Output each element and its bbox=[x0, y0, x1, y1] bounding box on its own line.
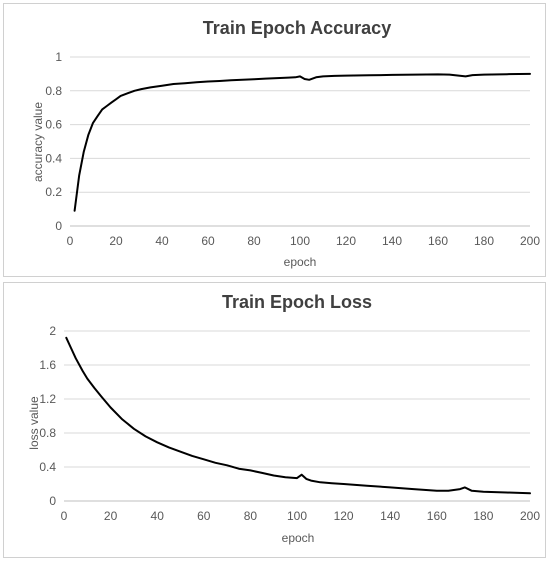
accuracy-y-tick-label: 1 bbox=[55, 50, 62, 64]
accuracy-x-tick-label: 160 bbox=[428, 234, 448, 248]
loss-x-tick-label: 60 bbox=[197, 509, 211, 523]
accuracy-y-tick-label: 0.2 bbox=[45, 185, 62, 199]
loss-chart: Train Epoch Loss loss value epoch 0 0.4 0.… bbox=[27, 292, 540, 545]
accuracy-x-tick-label: 140 bbox=[382, 234, 402, 248]
accuracy-chart: Train Epoch Accuracy accuracy value epoc… bbox=[31, 18, 540, 269]
loss-x-tick-label: 40 bbox=[151, 509, 165, 523]
accuracy-series-line bbox=[73, 72, 531, 212]
loss-y-axis-label: loss value bbox=[27, 396, 41, 450]
loss-series-line bbox=[65, 336, 531, 495]
accuracy-x-tick-label: 200 bbox=[520, 234, 540, 248]
accuracy-x-tick-label: 20 bbox=[109, 234, 123, 248]
loss-chart-panel: Train Epoch Loss loss value epoch 0 0.4 0.… bbox=[3, 282, 546, 558]
loss-y-tick-label: 0.8 bbox=[39, 426, 56, 440]
loss-y-tick-label: 2 bbox=[49, 324, 56, 338]
loss-x-tick-label: 160 bbox=[427, 509, 447, 523]
accuracy-x-tick-label: 80 bbox=[247, 234, 261, 248]
accuracy-chart-panel: Train Epoch Accuracy accuracy value epoc… bbox=[3, 3, 546, 277]
accuracy-y-tick-label: 0.6 bbox=[45, 118, 62, 132]
loss-x-tick-label: 0 bbox=[61, 509, 68, 523]
loss-y-tick-label: 1.6 bbox=[39, 358, 56, 372]
accuracy-x-tick-label: 40 bbox=[155, 234, 169, 248]
loss-y-tick-label: 1.2 bbox=[39, 392, 56, 406]
loss-x-tick-label: 20 bbox=[104, 509, 118, 523]
accuracy-x-tick-label: 0 bbox=[67, 234, 74, 248]
accuracy-y-tick-label: 0.8 bbox=[45, 84, 62, 98]
loss-x-tick-label: 200 bbox=[520, 509, 540, 523]
accuracy-x-tick-label: 100 bbox=[290, 234, 310, 248]
accuracy-y-axis-label: accuracy value bbox=[31, 102, 45, 182]
loss-x-tick-label: 80 bbox=[244, 509, 258, 523]
loss-x-tick-label: 140 bbox=[380, 509, 400, 523]
loss-x-axis-label: epoch bbox=[282, 531, 315, 545]
accuracy-chart-title: Train Epoch Accuracy bbox=[203, 18, 391, 38]
loss-chart-title: Train Epoch Loss bbox=[222, 292, 372, 312]
accuracy-x-tick-label: 60 bbox=[201, 234, 215, 248]
accuracy-x-tick-label: 120 bbox=[336, 234, 356, 248]
loss-x-tick-label: 100 bbox=[287, 509, 307, 523]
accuracy-x-tick-label: 180 bbox=[474, 234, 494, 248]
loss-x-tick-label: 180 bbox=[473, 509, 493, 523]
accuracy-x-axis-label: epoch bbox=[284, 255, 317, 269]
loss-x-tick-label: 120 bbox=[334, 509, 354, 523]
loss-y-tick-label: 0 bbox=[49, 494, 56, 508]
accuracy-y-tick-label: 0.4 bbox=[45, 151, 62, 165]
accuracy-y-tick-label: 0 bbox=[55, 219, 62, 233]
loss-y-tick-label: 0.4 bbox=[39, 460, 56, 474]
